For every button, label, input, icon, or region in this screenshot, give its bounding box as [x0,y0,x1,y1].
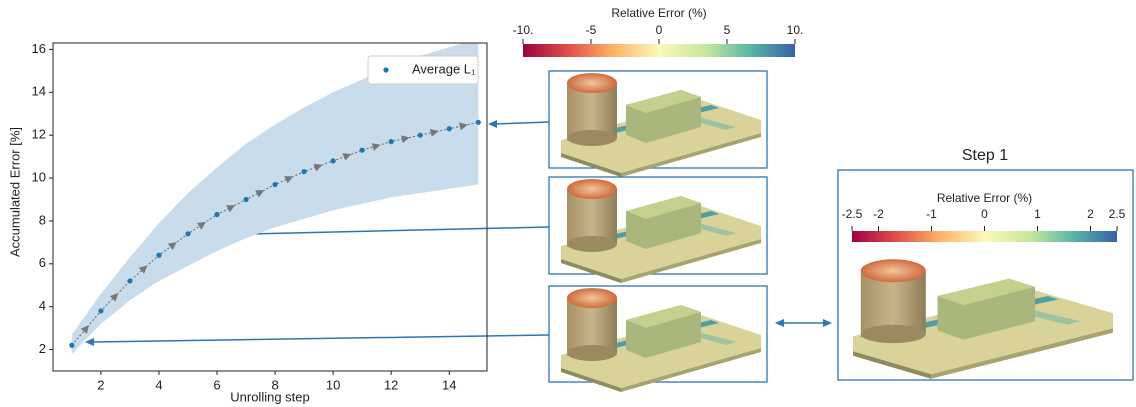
inset-title: Step 1 [962,147,1008,164]
x-tick-label: 4 [155,377,162,392]
colorbar [523,44,795,57]
pointer-arrow [92,335,549,342]
y-tick-label: 6 [39,255,46,270]
colorbar-tick-label: -2 [873,207,884,221]
x-axis-label: Unrolling step [230,389,310,404]
x-tick-label: 2 [97,377,104,392]
colorbar-tick-label: -2.5 [842,207,863,221]
legend-label: Average L₁ [412,61,476,76]
legend-marker [383,67,388,72]
y-tick-label: 12 [32,127,46,142]
y-tick-label: 4 [39,298,46,313]
arrow-head [775,319,784,327]
x-tick-label: 14 [442,377,456,392]
colorbar [852,231,1117,242]
y-axis-label: Accumulated Error [%] [7,127,22,257]
data-point [476,120,481,125]
pointer-arrow [494,122,549,124]
y-tick-label: 8 [39,212,46,227]
data-point [185,231,190,236]
colorbar-title: Relative Error (%) [937,191,1032,205]
colorbar-tick-label: 2 [1087,207,1094,221]
colorbar-tick-label: 0 [981,207,988,221]
data-point [98,308,103,313]
colorbar-tick-label: 0 [656,23,663,37]
colorbar-title: Relative Error (%) [611,6,706,20]
data-point [127,278,132,283]
colorbar-tick-label: 10. [787,23,804,37]
data-point [331,158,336,163]
colorbar-tick-label: -1 [926,207,937,221]
data-point [418,133,423,138]
x-tick-label: 12 [384,377,398,392]
colorbar-tick-label: -5 [586,23,597,37]
y-tick-label: 2 [39,341,46,356]
y-tick-label: 16 [32,41,46,56]
data-point [214,212,219,217]
error-band [72,39,478,354]
colorbar-tick-label: 2.5 [1109,207,1126,221]
x-tick-label: 10 [326,377,340,392]
y-tick-label: 14 [32,84,46,99]
arrow-head [823,319,832,327]
data-point [447,126,452,131]
data-point [272,182,277,187]
colorbar-tick-label: 1 [1034,207,1041,221]
data-point [156,253,161,258]
figure: Step 1 Accumulated Error [%] Unrolling s… [0,0,1136,407]
data-point [69,343,74,348]
colorbar-tick-label: 5 [724,23,731,37]
y-tick-label: 10 [32,169,46,184]
x-tick-label: 6 [213,377,220,392]
data-point [302,169,307,174]
arrow-head [488,120,497,128]
data-point [360,148,365,153]
data-point [389,139,394,144]
x-tick-label: 8 [271,377,278,392]
arrow-head [85,338,94,346]
data-point [243,197,248,202]
colorbar-tick-label: -10. [513,23,534,37]
